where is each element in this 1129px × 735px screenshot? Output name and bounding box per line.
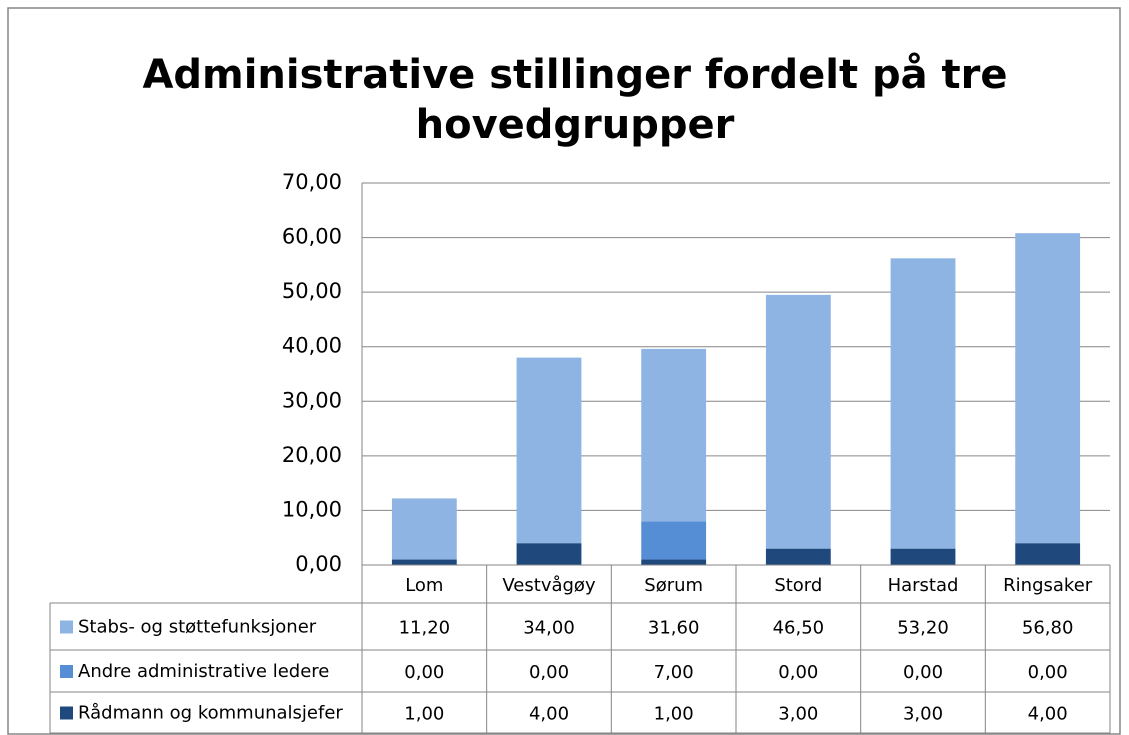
bar-segment — [391, 559, 457, 565]
legend-label: Rådmann og kommunalsjefer — [78, 703, 343, 724]
data-table-value: 4,00 — [529, 704, 569, 725]
legend-swatch — [60, 620, 73, 634]
x-tick-label: Sørum — [644, 575, 703, 596]
data-table-value: 31,60 — [648, 618, 700, 639]
x-tick-label: Lom — [405, 575, 443, 596]
bar-segment — [765, 548, 831, 565]
data-table-value: 3,00 — [778, 704, 818, 725]
y-tick-label: 30,00 — [282, 388, 342, 412]
y-tick-label: 40,00 — [282, 334, 342, 358]
data-table-value: 1,00 — [404, 704, 444, 725]
data-table-value: 34,00 — [523, 618, 575, 639]
bar-segment — [391, 498, 457, 560]
x-tick-label: Stord — [774, 575, 822, 596]
bar-segment — [890, 548, 956, 565]
chart-title: Administrative stillinger fordelt på tre… — [142, 51, 1007, 148]
bar-segment — [1015, 543, 1081, 565]
y-tick-label: 20,00 — [282, 443, 342, 467]
x-tick-label: Vestvågøy — [502, 575, 596, 596]
bar-segment — [516, 357, 582, 544]
data-table-value: 53,20 — [897, 618, 949, 639]
data-table-value: 0,00 — [404, 662, 444, 683]
data-table-value: 7,00 — [654, 662, 694, 683]
x-tick-label: Ringsaker — [1003, 575, 1093, 596]
bar-segment — [890, 258, 956, 549]
legend-label: Stabs- og støttefunksjoner — [78, 617, 317, 638]
data-table-value: 1,00 — [654, 704, 694, 725]
bar-segment — [641, 348, 707, 522]
data-table-value: 4,00 — [1028, 704, 1068, 725]
data-table-value: 56,80 — [1022, 618, 1074, 639]
data-table-value: 46,50 — [773, 618, 825, 639]
data-table-value: 0,00 — [1028, 662, 1068, 683]
data-table-value: 0,00 — [903, 662, 943, 683]
legend-swatch — [60, 706, 73, 720]
bar-segment — [641, 521, 707, 560]
legend-swatch — [60, 665, 73, 678]
legend-label: Andre administrative ledere — [78, 661, 329, 682]
bar-segment — [641, 559, 707, 565]
bar-segment — [765, 294, 831, 549]
data-table-value: 0,00 — [529, 662, 569, 683]
y-tick-label: 50,00 — [282, 279, 342, 303]
bar-segment — [1015, 233, 1081, 544]
bar-segment — [516, 543, 582, 565]
chart-border — [7, 7, 1121, 735]
y-tick-label: 0,00 — [295, 552, 342, 576]
data-table-value: 0,00 — [778, 662, 818, 683]
y-tick-label: 60,00 — [282, 225, 342, 249]
data-table-value: 3,00 — [903, 704, 943, 725]
y-tick-label: 70,00 — [282, 170, 342, 194]
x-tick-label: Harstad — [888, 575, 959, 596]
data-table-value: 11,20 — [399, 618, 451, 639]
y-tick-label: 10,00 — [282, 497, 342, 521]
